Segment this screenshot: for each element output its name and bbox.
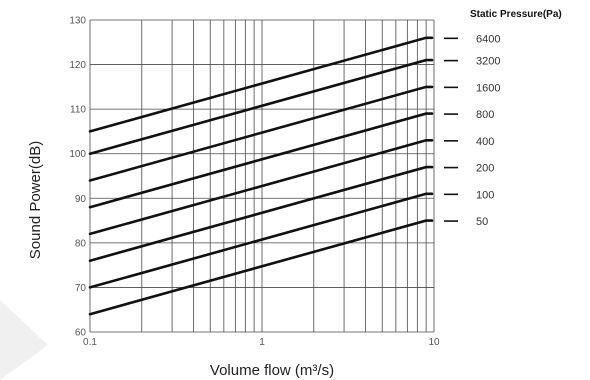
y-tick-label: 70 [75,283,87,294]
series-label-400: 400 [476,136,494,148]
y-tick-label: 100 [69,149,86,160]
legend: Static Pressure(Pa) 6400 3200 1600 800 400 20… [444,9,562,228]
y-tick-label: 120 [69,60,86,71]
series-label-6400: 6400 [476,33,500,45]
series-line-6400 [88,36,434,133]
grid [89,19,435,333]
y-axis-title: Sound Power(dB) [27,141,44,259]
x-tick-label: 0.1 [83,337,97,348]
x-axis-title: Volume flow (m³/s) [210,362,334,379]
legend-title: Static Pressure(Pa) [470,9,562,20]
y-tick-label: 80 [75,238,87,249]
y-tick-label: 90 [75,194,87,205]
series-label-3200: 3200 [476,56,500,68]
series-label-800: 800 [476,109,494,121]
series-line-200 [88,165,434,262]
series-label-200: 200 [476,163,494,175]
y-tick-label: 110 [70,105,86,116]
x-tick-label: 1 [259,337,265,348]
series-line-400 [88,139,434,236]
series-line-3200 [88,58,434,155]
y-tick-label: 60 [75,328,87,339]
series-lines [88,36,434,316]
y-tick-label: 130 [69,16,86,27]
series-line-1600 [88,85,434,182]
series-line-100 [88,192,434,289]
series-label-100: 100 [476,189,494,201]
x-tick-label: 10 [428,337,440,348]
series-line-800 [88,112,434,209]
corner-decoration [0,300,48,380]
series-label-50: 50 [476,216,488,228]
series-line-50 [88,219,434,316]
series-label-1600: 1600 [476,82,500,94]
